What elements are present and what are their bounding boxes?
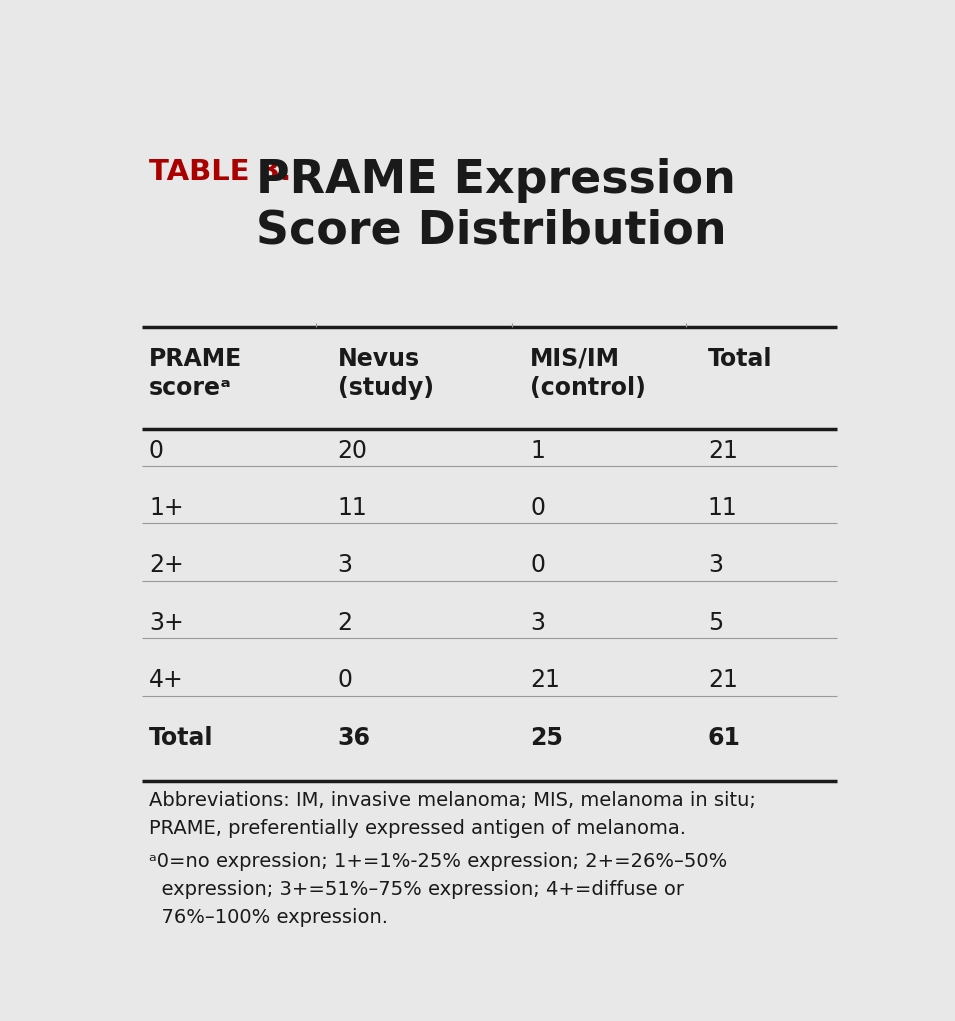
Text: 5: 5 — [708, 611, 723, 635]
Text: 2+: 2+ — [149, 553, 183, 577]
Text: 0: 0 — [530, 553, 545, 577]
Text: 4+: 4+ — [149, 668, 183, 692]
Text: 1+: 1+ — [149, 496, 183, 520]
Text: MIS/IM
(control): MIS/IM (control) — [530, 346, 646, 400]
Text: 21: 21 — [530, 668, 560, 692]
Text: PRAME
scoreᵃ: PRAME scoreᵃ — [149, 346, 243, 400]
Text: 2: 2 — [338, 611, 352, 635]
Text: 0: 0 — [530, 496, 545, 520]
Text: 20: 20 — [338, 439, 368, 463]
Text: 11: 11 — [708, 496, 737, 520]
Text: 1: 1 — [530, 439, 545, 463]
Text: 0: 0 — [149, 439, 164, 463]
Text: ᵃ0=no expression; 1+=1%-25% expression; 2+=26%–50%
  expression; 3+=51%–75% expr: ᵃ0=no expression; 1+=1%-25% expression; … — [149, 853, 727, 927]
Text: 25: 25 — [530, 726, 563, 749]
Text: Abbreviations: IM, invasive melanoma; MIS, melanoma in situ;
PRAME, preferential: Abbreviations: IM, invasive melanoma; MI… — [149, 791, 755, 838]
Text: 36: 36 — [338, 726, 371, 749]
Text: 21: 21 — [708, 439, 737, 463]
Text: PRAME Expression
Score Distribution: PRAME Expression Score Distribution — [256, 158, 736, 253]
Text: TABLE 3.: TABLE 3. — [149, 158, 291, 186]
Text: 21: 21 — [708, 668, 737, 692]
Text: 61: 61 — [708, 726, 741, 749]
Text: 11: 11 — [338, 496, 368, 520]
Text: 3: 3 — [338, 553, 352, 577]
Text: 3: 3 — [708, 553, 723, 577]
Text: 3: 3 — [530, 611, 545, 635]
Text: 0: 0 — [338, 668, 352, 692]
Text: 3+: 3+ — [149, 611, 183, 635]
Text: Total: Total — [149, 726, 214, 749]
Text: Nevus
(study): Nevus (study) — [338, 346, 434, 400]
Text: Total: Total — [708, 346, 773, 371]
